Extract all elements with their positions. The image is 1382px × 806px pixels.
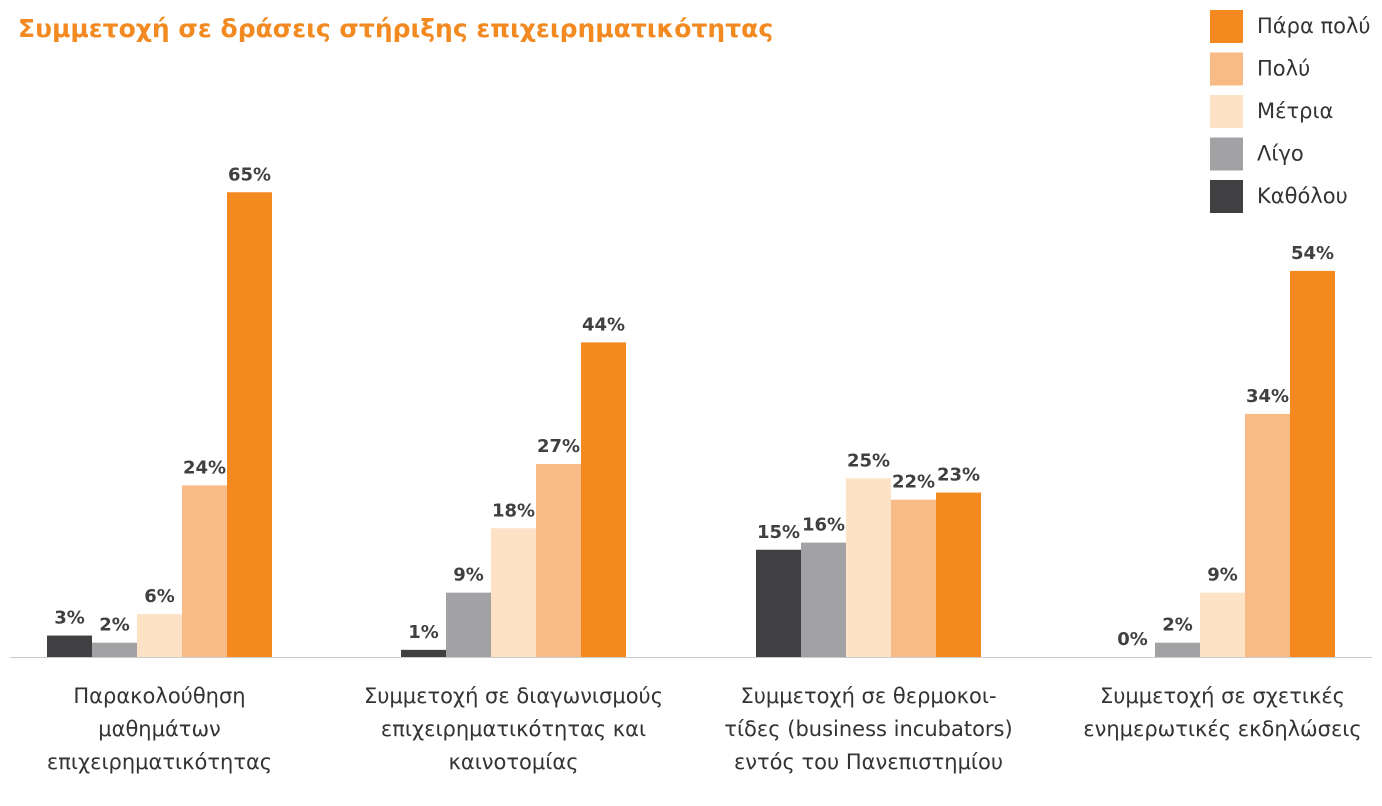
bar — [536, 463, 581, 657]
value-label: 65% — [228, 164, 271, 185]
bar — [936, 492, 981, 657]
bar — [92, 642, 137, 657]
category-label: Παρακολούθηση μαθημάτων επιχειρηματικότη… — [46, 684, 273, 774]
legend-label: Πολύ — [1257, 57, 1310, 81]
value-label: 9% — [1207, 565, 1238, 586]
chart-title: Συμμετοχή σε δράσεις στήριξης επιχειρημα… — [18, 14, 773, 43]
bar — [491, 528, 536, 657]
value-label: 34% — [1246, 386, 1289, 407]
bar — [756, 549, 801, 657]
value-label: 0% — [1117, 629, 1148, 650]
legend-swatch — [1210, 52, 1243, 86]
bar — [1290, 270, 1335, 657]
legend-label: Λίγο — [1257, 142, 1304, 166]
value-label: 24% — [183, 457, 226, 478]
value-label: 18% — [492, 500, 535, 521]
legend-swatch — [1210, 137, 1243, 171]
value-label: 9% — [453, 565, 484, 586]
value-label: 22% — [892, 472, 935, 493]
value-label: 25% — [847, 450, 890, 471]
bar — [1245, 413, 1290, 657]
category-label: Συμμετοχή σε σχετικές ενημερωτικές εκδηλ… — [1083, 684, 1362, 741]
legend-label: Καθόλου — [1257, 184, 1348, 208]
bar — [401, 649, 446, 657]
bar — [846, 478, 891, 657]
bar — [47, 635, 92, 657]
category-label: Συμμετοχή σε διαγωνισμούς επιχειρηματικό… — [363, 684, 664, 774]
legend-swatch — [1210, 95, 1243, 128]
legend-label: Μέτρια — [1257, 99, 1333, 123]
bar — [227, 192, 272, 657]
bar — [137, 614, 182, 657]
value-label: 15% — [757, 522, 800, 543]
bar — [581, 342, 626, 657]
bar — [182, 485, 227, 657]
bar — [446, 592, 491, 657]
bar — [801, 542, 846, 657]
value-label: 23% — [937, 465, 980, 486]
value-label: 44% — [582, 314, 625, 335]
bar — [891, 499, 936, 657]
value-label: 27% — [537, 436, 580, 457]
value-label: 2% — [99, 615, 130, 636]
value-label: 6% — [144, 586, 175, 607]
value-label: 54% — [1291, 243, 1334, 264]
bar — [1200, 592, 1245, 657]
legend-swatch — [1210, 10, 1243, 43]
value-label: 2% — [1162, 615, 1193, 636]
value-label: 3% — [54, 608, 85, 629]
legend-swatch — [1210, 180, 1243, 213]
bar — [1155, 642, 1200, 657]
value-label: 16% — [802, 515, 845, 536]
value-label: 1% — [408, 622, 439, 643]
category-label: Συμμετοχή σε θερμοκοι- τίδες (business i… — [724, 684, 1013, 774]
legend-label: Πάρα πολύ — [1257, 14, 1371, 38]
